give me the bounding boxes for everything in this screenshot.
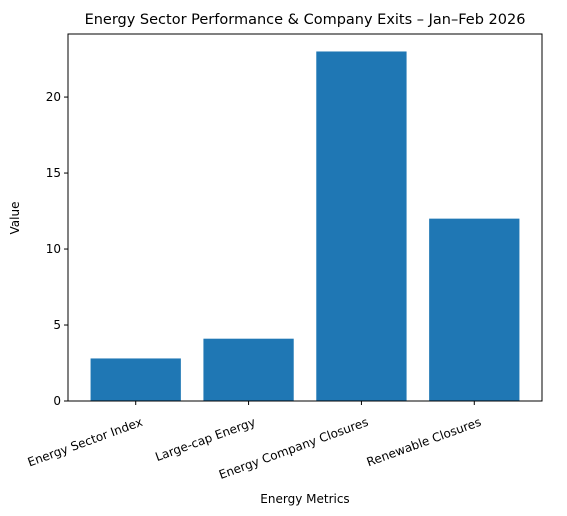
y-tick-label: 5 <box>53 318 61 332</box>
x-axis-label: Energy Metrics <box>260 492 349 506</box>
chart-title: Energy Sector Performance & Company Exit… <box>85 12 526 28</box>
y-tick-label: 20 <box>46 90 61 104</box>
bars-group <box>90 51 520 401</box>
y-tick-label: 10 <box>46 242 61 256</box>
x-tick-label: Renewable Closures <box>365 415 483 469</box>
y-axis-label: Value <box>8 202 22 235</box>
bar-2 <box>316 51 407 401</box>
y-tick-label: 15 <box>46 166 61 180</box>
bar-1 <box>203 338 294 401</box>
y-axis: 0 5 10 15 20 <box>46 90 68 408</box>
x-tick-label: Energy Sector Index <box>26 415 145 470</box>
y-tick-label: 0 <box>53 394 61 408</box>
x-tick-label: Large-cap Energy <box>153 415 257 464</box>
bar-3 <box>429 218 520 401</box>
x-axis: Energy Sector Index Large-cap EnergyEnerg… <box>26 401 483 482</box>
bar-0 <box>90 358 181 401</box>
plot-frame <box>67 33 543 402</box>
